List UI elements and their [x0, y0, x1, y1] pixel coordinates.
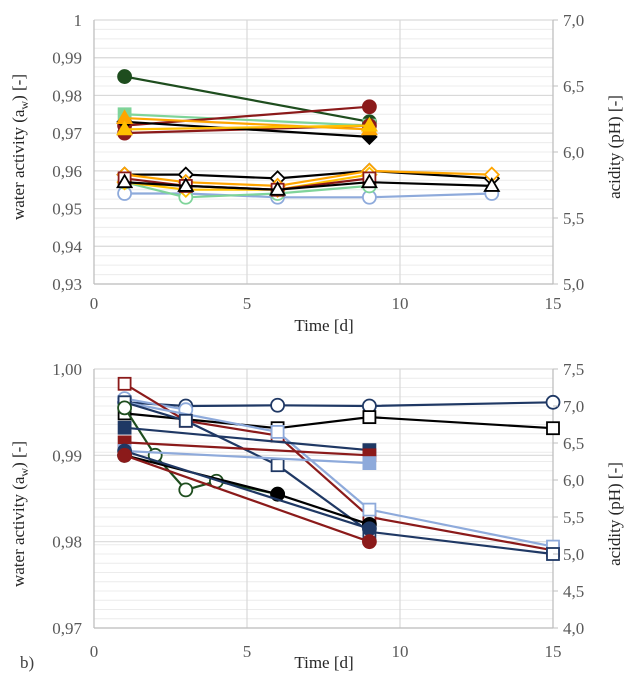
- series-line: [124, 426, 370, 452]
- data-point-square: [546, 421, 560, 436]
- right-y-tick-label: 6,0: [563, 143, 584, 162]
- data-point-square: [270, 458, 285, 473]
- series-line: [124, 401, 554, 548]
- data-point-circle: [117, 400, 132, 416]
- series-line: [124, 449, 370, 530]
- series-line: [124, 113, 370, 127]
- data-point-triangle: [360, 116, 378, 132]
- panel-b: 0,97 0,98 0,99 1,00 0 5 10 154,0 4,5 5,0 5,5 6,0 6,5…: [9, 360, 624, 672]
- y-tick-label: 0,93: [52, 275, 82, 294]
- data-point-triangle: [269, 180, 287, 196]
- panel-b-y-axis-label-sub: w: [17, 468, 31, 477]
- x-tick-label: 0: [90, 294, 99, 313]
- data-point-circle: [117, 447, 132, 463]
- y-tick-label: 0,97: [52, 124, 82, 143]
- x-tick-label: 0: [90, 642, 99, 661]
- x-tick-label: 10: [392, 294, 409, 313]
- y-tick-label: 0,98: [52, 533, 82, 552]
- right-y-tick-label: 7,0: [563, 397, 584, 416]
- panel-a-y-axis-label: water activity (aw) [-]: [9, 74, 31, 220]
- data-point-square: [362, 456, 377, 471]
- series-line: [124, 105, 370, 127]
- data-point-circle: [361, 534, 377, 550]
- y-tick-label: 0,97: [52, 619, 82, 638]
- panel-b-ticks: 0,97 0,98 0,99 1,00 0 5 10 154,0 4,5 5,0 5,5 6,0 6,5…: [52, 360, 584, 661]
- series-line: [124, 75, 370, 123]
- data-point-circle: [117, 69, 132, 84]
- right-y-tick-label: 5,5: [563, 508, 584, 527]
- y-tick-label: 0,94: [52, 237, 82, 256]
- data-point-triangle: [483, 177, 501, 192]
- panel-b-y-axis-label: water activity (aw) [-]: [9, 441, 31, 587]
- right-y-tick-label: 6,5: [563, 77, 584, 96]
- data-point-circle: [361, 521, 377, 537]
- series-line: [124, 117, 370, 131]
- panel-b-y-axis-label-tail: ) [-]: [9, 441, 28, 468]
- x-tick-label: 10: [392, 642, 409, 661]
- panel-a-grid: [93, 19, 554, 285]
- right-y-tick-label: 5,0: [563, 545, 584, 564]
- x-tick-label: 15: [545, 642, 562, 661]
- panel-b-series: [117, 376, 561, 561]
- data-point-triangle: [116, 173, 134, 189]
- series-line: [124, 173, 370, 191]
- data-point-square: [362, 410, 377, 425]
- y-tick-label: 1: [74, 11, 83, 30]
- panel-a-y-axis-label-main: water activity (a: [9, 109, 28, 220]
- panel-a-y-axis-label-sub: w: [17, 101, 31, 110]
- panel-a-series: [116, 69, 501, 205]
- right-y-tick-label: 5,0: [563, 275, 584, 294]
- series-line: [124, 441, 370, 457]
- data-point-square: [117, 420, 132, 435]
- y-tick-label: 0,99: [52, 49, 82, 68]
- data-point-circle: [361, 99, 377, 115]
- y-tick-label: 0,95: [52, 200, 82, 219]
- panel-a-y-axis-label-tail: ) [-]: [9, 74, 28, 101]
- data-point-square: [178, 413, 193, 428]
- panel-a-right-axis-label: acidity (pH) [-]: [605, 95, 624, 199]
- panel-a-x-axis-label: Time [d]: [294, 316, 353, 335]
- series-line: [124, 181, 370, 199]
- panel-b-label: b): [20, 653, 34, 672]
- series-line: [124, 454, 370, 543]
- data-point-circle: [545, 394, 561, 410]
- x-tick-label: 5: [243, 294, 252, 313]
- data-point-square: [362, 502, 377, 517]
- series-line: [124, 120, 370, 138]
- right-y-tick-label: 6,5: [563, 434, 584, 453]
- y-tick-label: 0,96: [52, 162, 82, 181]
- right-y-tick-label: 7,5: [563, 360, 584, 379]
- series-line: [124, 397, 186, 411]
- series-line: [124, 449, 370, 465]
- y-tick-label: 0,98: [52, 86, 82, 105]
- x-tick-label: 15: [545, 294, 562, 313]
- data-point-square: [117, 376, 132, 391]
- data-point-triangle: [360, 173, 378, 189]
- x-tick-label: 5: [243, 642, 252, 661]
- right-y-tick-label: 4,5: [563, 582, 584, 601]
- panel-b-right-axis-label: acidity (pH) [-]: [605, 462, 624, 566]
- panel-b-y-axis-label-main: water activity (a: [9, 476, 28, 587]
- y-tick-label: 1,00: [52, 360, 82, 379]
- data-point-square: [270, 424, 285, 439]
- data-point-circle: [178, 482, 194, 498]
- right-y-tick-label: 7,0: [563, 11, 584, 30]
- data-point-triangle: [116, 120, 134, 136]
- panel-b-x-axis-label: Time [d]: [294, 653, 353, 672]
- y-tick-label: 0,99: [52, 446, 82, 465]
- right-y-tick-label: 6,0: [563, 471, 584, 490]
- series-line: [124, 412, 554, 430]
- data-point-circle: [270, 397, 286, 413]
- right-y-tick-label: 5,5: [563, 209, 584, 228]
- data-point-triangle: [177, 177, 195, 192]
- right-y-tick-label: 4,0: [563, 619, 584, 638]
- series-line: [124, 124, 370, 131]
